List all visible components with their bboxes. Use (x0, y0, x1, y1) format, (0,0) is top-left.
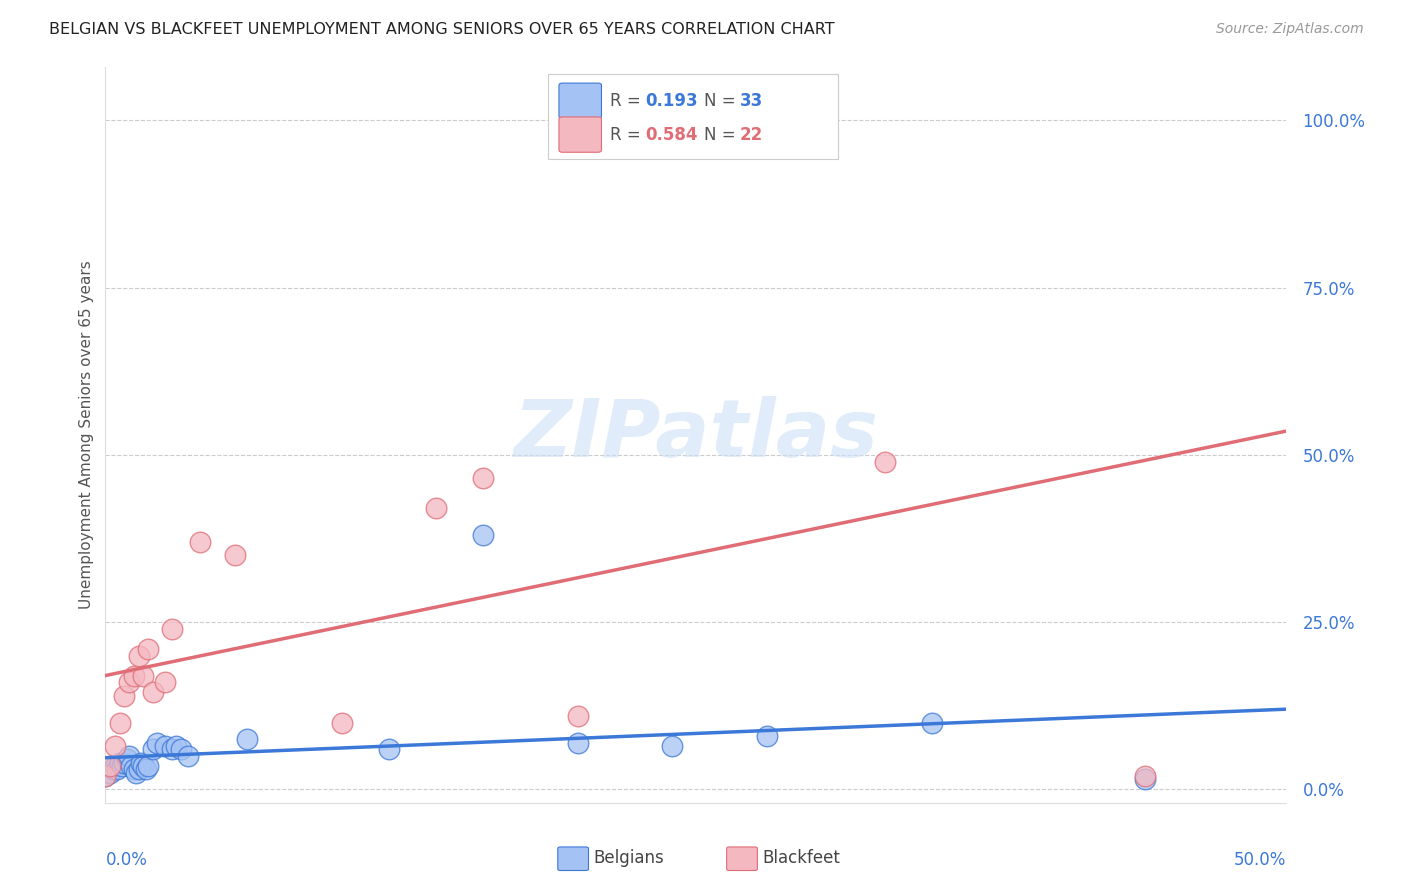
Point (425, 501, 447, 516)
Point (125, 765, 148, 780)
Point (472, 528, 495, 542)
Point (165, 739, 187, 753)
Point (118, 675, 141, 690)
Point (101, 762, 124, 776)
Point (108, 756, 131, 770)
Point (136, 642, 159, 657)
Point (122, 669, 145, 683)
Text: 50.0%: 50.0% (1234, 851, 1286, 869)
Point (128, 762, 150, 776)
Point (160, 622, 183, 636)
Point (330, 715, 353, 730)
Point (661, 739, 683, 753)
Point (118, 749, 141, 764)
Point (567, 708, 589, 723)
Point (98, 765, 121, 780)
Text: BELGIAN VS BLACKFEET UNEMPLOYMENT AMONG SENIORS OVER 65 YEARS CORRELATION CHART: BELGIAN VS BLACKFEET UNEMPLOYMENT AMONG … (49, 22, 835, 37)
Point (146, 735, 169, 749)
Point (873, 454, 896, 469)
Point (94, 769, 117, 783)
FancyBboxPatch shape (560, 83, 602, 119)
Y-axis label: Unemployment Among Seniors over 65 years: Unemployment Among Seniors over 65 years (79, 260, 94, 609)
Point (115, 752, 138, 766)
Point (160, 742, 183, 756)
Point (122, 762, 145, 776)
Point (567, 735, 589, 749)
Point (142, 685, 165, 699)
Point (1133, 769, 1156, 783)
Text: ZIPatlas: ZIPatlas (513, 396, 879, 474)
Point (188, 534, 211, 549)
Point (112, 689, 135, 703)
Text: R =: R = (610, 92, 645, 110)
Point (132, 669, 155, 683)
Point (132, 759, 155, 773)
FancyBboxPatch shape (558, 847, 589, 871)
Point (177, 749, 200, 764)
Text: Source: ZipAtlas.com: Source: ZipAtlas.com (1216, 22, 1364, 37)
Point (142, 742, 165, 756)
Point (104, 739, 127, 753)
Point (170, 742, 193, 756)
Point (111, 759, 134, 773)
Text: 0.193: 0.193 (645, 92, 697, 110)
Point (153, 739, 176, 753)
Text: N =: N = (704, 92, 741, 110)
Point (129, 756, 152, 770)
Text: 33: 33 (740, 92, 763, 110)
Point (755, 113, 778, 128)
Text: 0.584: 0.584 (645, 126, 697, 144)
Point (1133, 772, 1156, 787)
Point (136, 759, 159, 773)
Text: 0.0%: 0.0% (105, 851, 148, 869)
Point (120, 759, 142, 773)
Text: N =: N = (704, 126, 741, 144)
Point (98, 759, 121, 773)
Point (108, 715, 131, 730)
Point (105, 762, 128, 776)
Point (135, 762, 157, 776)
Point (378, 742, 401, 756)
Point (94, 769, 117, 783)
Point (112, 756, 135, 770)
Point (128, 648, 150, 663)
Point (236, 732, 259, 747)
Text: Belgians: Belgians (593, 849, 664, 867)
FancyBboxPatch shape (727, 847, 758, 871)
Point (104, 759, 127, 773)
Text: Blackfeet: Blackfeet (762, 849, 839, 867)
Text: R =: R = (610, 126, 645, 144)
Point (755, 729, 778, 743)
Point (921, 715, 943, 730)
Text: 22: 22 (740, 126, 763, 144)
Point (153, 675, 176, 690)
Point (472, 471, 495, 485)
FancyBboxPatch shape (548, 74, 838, 159)
Point (224, 548, 246, 563)
FancyBboxPatch shape (560, 117, 602, 153)
